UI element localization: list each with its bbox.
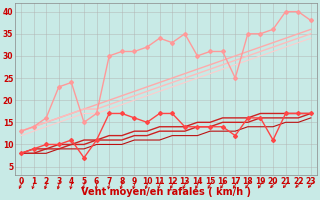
X-axis label: Vent moyen/en rafales ( km/h ): Vent moyen/en rafales ( km/h ) bbox=[81, 187, 251, 197]
